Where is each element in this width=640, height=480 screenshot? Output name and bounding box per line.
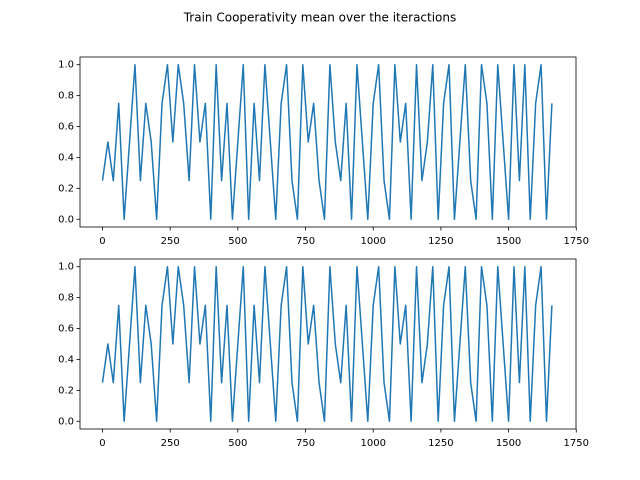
y-tick-label: 0.2: [58, 385, 74, 396]
y-tick-label: 0.4: [58, 152, 74, 163]
x-tick-label: 0: [99, 438, 105, 449]
x-tick-label: 1750: [564, 438, 589, 449]
y-tick-label: 1.0: [58, 262, 74, 273]
y-tick-label: 0.6: [58, 324, 74, 335]
y-tick-label: 0.0: [58, 416, 74, 427]
x-tick-label: 500: [228, 438, 247, 449]
x-tick-label: 250: [161, 236, 180, 247]
y-tick-label: 0.0: [58, 214, 74, 225]
x-tick-label: 500: [228, 236, 247, 247]
y-tick-label: 0.4: [58, 354, 74, 365]
x-tick-label: 1000: [360, 438, 385, 449]
series-line: [101, 63, 553, 221]
y-tick-label: 0.2: [58, 183, 74, 194]
x-tick-label: 1000: [360, 236, 385, 247]
x-tick-label: 0: [99, 236, 105, 247]
y-tick-label: 0.6: [58, 122, 74, 133]
x-tick-label: 1750: [564, 236, 589, 247]
y-tick-label: 0.8: [58, 293, 74, 304]
x-tick-label: 1500: [496, 438, 521, 449]
series-line: [101, 265, 553, 423]
y-tick-label: 1.0: [58, 60, 74, 71]
axes-frame: [79, 258, 577, 430]
x-tick-label: 750: [296, 438, 315, 449]
y-tick-label: 0.8: [58, 91, 74, 102]
x-tick-label: 750: [296, 236, 315, 247]
x-tick-label: 1250: [428, 438, 453, 449]
axes-frame: [79, 56, 577, 228]
figure-title: Train Cooperativity mean over the iterac…: [183, 11, 457, 25]
x-tick-label: 1500: [496, 236, 521, 247]
x-tick-label: 1250: [428, 236, 453, 247]
x-tick-label: 250: [161, 438, 180, 449]
